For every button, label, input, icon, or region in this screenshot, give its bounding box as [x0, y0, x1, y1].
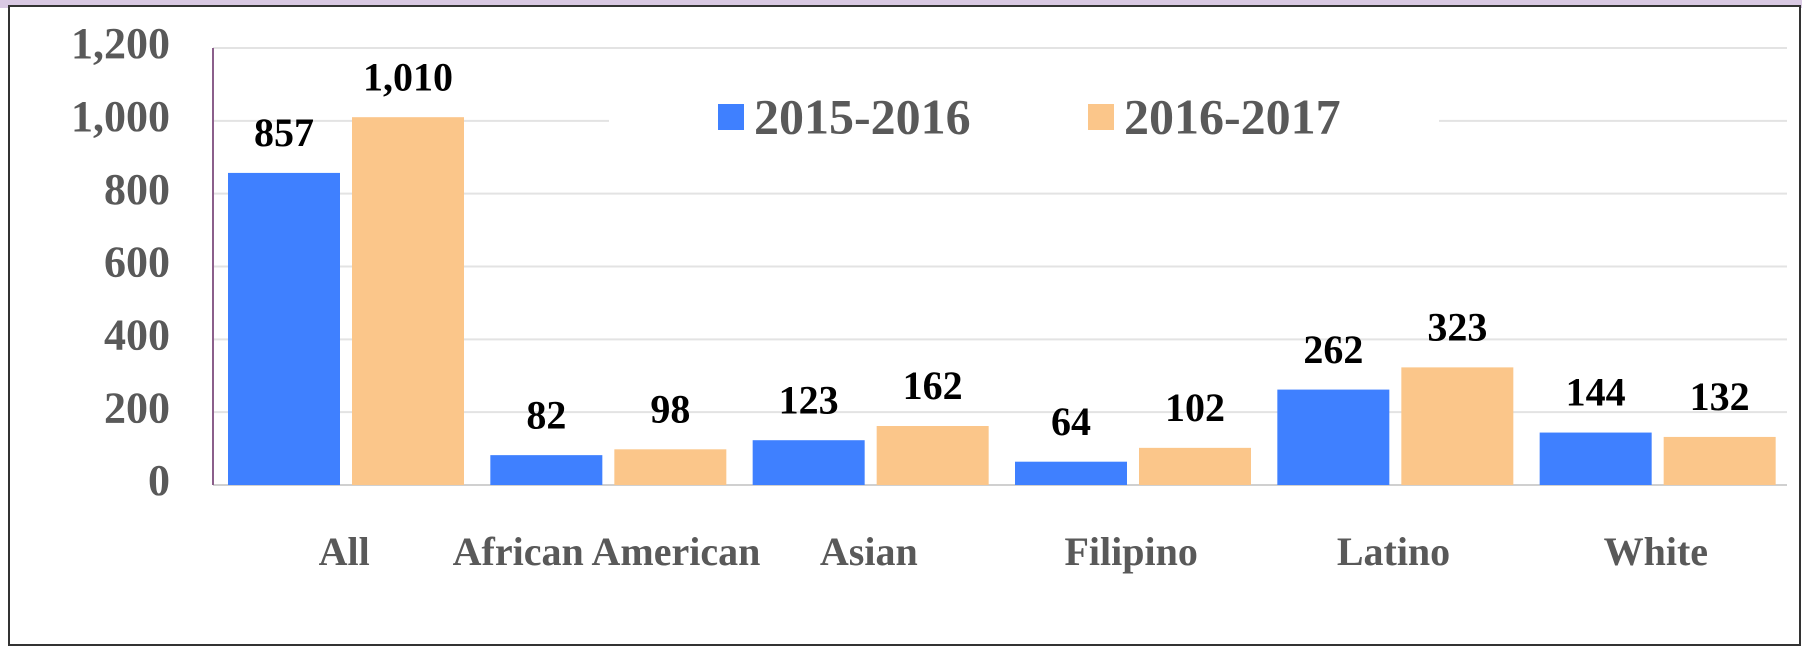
data-label: 123 [779, 377, 839, 422]
legend-swatch [718, 104, 744, 130]
top-strip [0, 0, 1802, 8]
bar [1663, 436, 1776, 485]
y-tick-label: 800 [104, 165, 170, 214]
data-label: 262 [1303, 327, 1363, 372]
y-tick-label: 200 [104, 383, 170, 432]
bar [1015, 461, 1127, 485]
data-label: 132 [1690, 374, 1750, 419]
x-tick-label: Latino [1337, 529, 1450, 574]
data-label: 82 [526, 392, 566, 437]
data-label: 144 [1566, 370, 1626, 415]
data-label: 102 [1165, 385, 1225, 430]
y-tick-label: 1,000 [71, 92, 170, 141]
x-tick-label: White [1604, 529, 1708, 574]
bar [228, 172, 340, 485]
y-tick-label: 0 [148, 456, 170, 505]
bar [1277, 389, 1390, 485]
legend-label: 2015-2016 [754, 88, 971, 144]
data-label: 162 [903, 363, 963, 408]
bar [1539, 432, 1652, 485]
data-label: 857 [254, 110, 314, 155]
x-tick-label: African American [453, 529, 761, 574]
bar [752, 440, 865, 485]
bar [490, 455, 603, 485]
bar [1401, 367, 1514, 485]
legend-label: 2016-2017 [1124, 88, 1341, 144]
x-tick-label: Filipino [1064, 529, 1197, 574]
x-tick-label: Asian [820, 529, 918, 574]
bar [876, 426, 989, 485]
legend-box [609, 88, 1439, 154]
y-tick-label: 1,200 [71, 19, 170, 68]
data-label: 98 [650, 386, 690, 431]
data-label: 1,010 [363, 54, 453, 99]
data-label: 64 [1051, 399, 1091, 444]
y-tick-label: 600 [104, 238, 170, 287]
x-tick-label: All [319, 529, 370, 574]
legend-swatch [1088, 104, 1114, 130]
bar [1139, 447, 1251, 485]
data-label: 323 [1427, 305, 1487, 350]
bar [614, 449, 727, 485]
y-tick-label: 400 [104, 310, 170, 359]
bar [352, 117, 464, 486]
